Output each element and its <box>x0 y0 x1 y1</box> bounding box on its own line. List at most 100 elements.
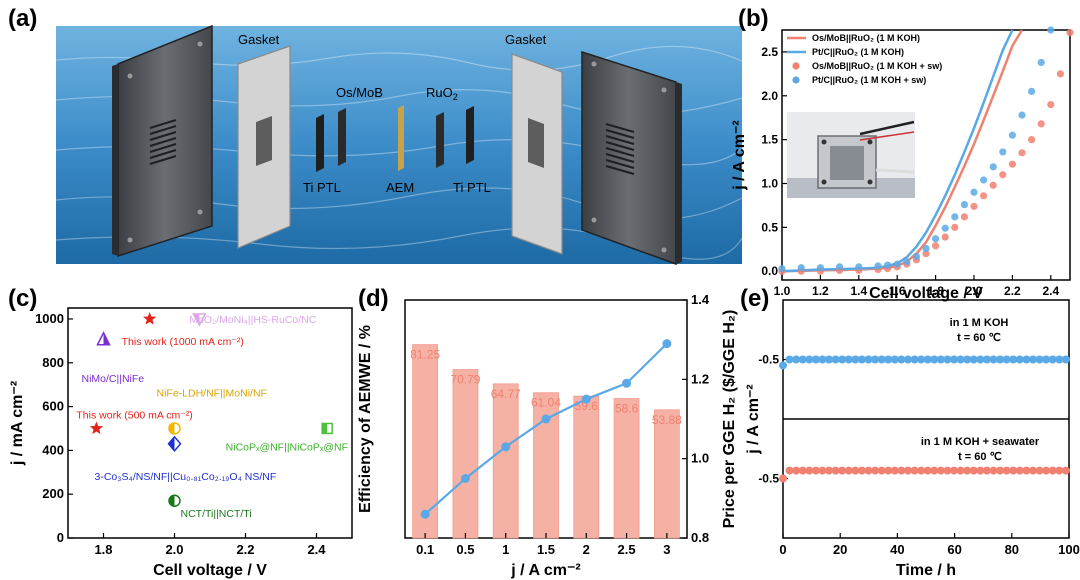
b-data-point <box>855 263 863 271</box>
e-data-point <box>884 355 893 364</box>
b-legend-marker-swatch <box>792 76 800 84</box>
d-bar-label: 70.79 <box>450 373 480 387</box>
b-data-point <box>951 223 959 231</box>
e-data-point <box>831 466 840 475</box>
e-data-point <box>877 466 886 475</box>
b-data-point <box>999 171 1007 179</box>
e-data-point <box>910 355 919 364</box>
c-ytick-label: 1000 <box>35 311 64 326</box>
b-xtick-label: 1.2 <box>812 284 829 298</box>
panel-e: (e) 0 20 40 60 80 100 -0.5 -0.5 in 1 M KOH t = … <box>740 285 1080 579</box>
b-data-point <box>989 181 997 189</box>
e-data-point <box>923 466 932 475</box>
d-y2tick-label: 1.4 <box>691 292 710 307</box>
b-xtick-label: 1.6 <box>889 284 906 298</box>
b-data-point <box>1018 111 1026 119</box>
e-data-point <box>825 466 834 475</box>
c-ytick-label: 200 <box>42 486 64 501</box>
e-data-point <box>798 355 807 364</box>
d-bar-label: 64.77 <box>491 387 521 401</box>
panel-e-annotation-top-line1: in 1 M KOH <box>950 317 1009 329</box>
ti-ptl-left-label: Ti PTL <box>303 180 341 195</box>
e-data-point <box>923 355 932 364</box>
e-data-point <box>989 466 998 475</box>
e-data-point <box>956 466 965 475</box>
c-point-label: 3-Co₃S₄/NS/NF||Cu₀.₈₁Co₂.₁₉O₄ NS/NF <box>95 471 277 483</box>
c-point-label: NiCoPₓ@NF||NiCoPₓ@NF <box>226 441 348 453</box>
c-ytick-label: 600 <box>42 399 64 414</box>
e-data-point <box>989 355 998 364</box>
e-data-point <box>838 466 847 475</box>
e-data-point <box>1002 466 1011 475</box>
d-y2tick-label: 1.2 <box>691 371 709 386</box>
e-data-point <box>943 355 952 364</box>
b-ytick-label: 2.0 <box>761 89 778 103</box>
panel-d-ticks: 0.1 0.5 1 1.5 2 2.5 3 0.8 1.0 1.2 1.4 <box>416 292 710 557</box>
e-data-point <box>950 466 959 475</box>
panel-b: (b) 1.0 1.2 1.4 1.6 1.8 2.0 2.2 2.4 0.0 0.5 1.0 1.5… <box>731 5 1074 302</box>
e-data-point <box>890 355 899 364</box>
b-data-point <box>932 235 940 243</box>
inset-photo <box>787 112 915 198</box>
b-data-point <box>893 260 901 268</box>
b-data-point <box>922 250 930 258</box>
b-xtick-label: 2.0 <box>966 284 983 298</box>
panel-c-label: (c) <box>8 285 37 312</box>
d-price-point <box>662 339 672 349</box>
e-data-point <box>818 355 827 364</box>
panel-e-series <box>779 355 1070 483</box>
e-data-point <box>779 474 787 483</box>
b-ytick-label: 1.0 <box>761 177 778 191</box>
e-data-point <box>805 355 814 364</box>
panel-b-ticks: 1.0 1.2 1.4 1.6 1.8 2.0 2.2 2.4 0.0 0.5 1.0 1.5 2.0 2… <box>761 45 1059 298</box>
d-xtick-label: 0.5 <box>456 542 474 557</box>
c-ytick-label: 0 <box>57 530 64 545</box>
b-data-point <box>903 257 911 266</box>
e-data-point <box>851 466 860 475</box>
e-xtick-label: 0 <box>779 542 786 557</box>
e-data-point <box>864 355 873 364</box>
e-data-point <box>1055 466 1064 475</box>
c-xtick-label: 2.0 <box>165 542 183 557</box>
c-marker-circle-fill <box>169 422 175 434</box>
panel-e-annotation-bottom-line2: t = 60 ℃ <box>958 451 1002 463</box>
panel-a: (a) Gasket <box>8 5 743 266</box>
e-data-point <box>844 355 853 364</box>
end-plate-right <box>581 50 682 266</box>
b-data-point <box>951 213 959 221</box>
b-legend-marker-swatch <box>792 62 800 70</box>
e-data-point <box>963 355 972 364</box>
e-data-point <box>871 466 880 475</box>
ti-ptl-left-plate <box>316 114 324 172</box>
b-data-point <box>1028 87 1036 96</box>
gasket-left-label: Gasket <box>238 32 280 47</box>
anode-plate <box>436 112 444 168</box>
b-data-point <box>941 224 949 232</box>
anode-label-main: RuO <box>426 85 453 100</box>
d-xtick-label: 2.5 <box>618 542 636 557</box>
panel-d-label: (d) <box>358 285 389 312</box>
b-xtick-label: 1.8 <box>927 284 944 298</box>
b-legend-label: Pt/C||RuO₂ (1 M KOH) <box>812 47 904 57</box>
d-xtick-label: 1.5 <box>537 542 555 557</box>
b-data-point <box>960 213 969 221</box>
c-point-label: This work (1000 mA cm⁻²) <box>122 336 244 348</box>
c-marker-star <box>143 312 157 325</box>
e-data-point <box>1048 355 1057 364</box>
e-xtick-label: 40 <box>890 542 904 557</box>
e-data-point <box>877 355 886 364</box>
e-data-point <box>818 466 827 475</box>
e-data-point <box>1022 355 1031 364</box>
e-data-point <box>792 466 801 475</box>
e-data-point <box>1055 355 1064 364</box>
e-data-point <box>976 355 985 364</box>
c-point-label: This work (500 mA cm⁻²) <box>76 409 192 421</box>
b-data-point <box>1037 120 1045 128</box>
d-bar-label: 58.6 <box>615 402 639 416</box>
gasket-left <box>237 45 291 249</box>
panel-e-label: (e) <box>740 285 769 312</box>
e-data-point <box>1042 466 1051 475</box>
d-price-point <box>501 442 511 452</box>
panel-e-ylabel: j / A cm⁻² <box>745 384 762 455</box>
